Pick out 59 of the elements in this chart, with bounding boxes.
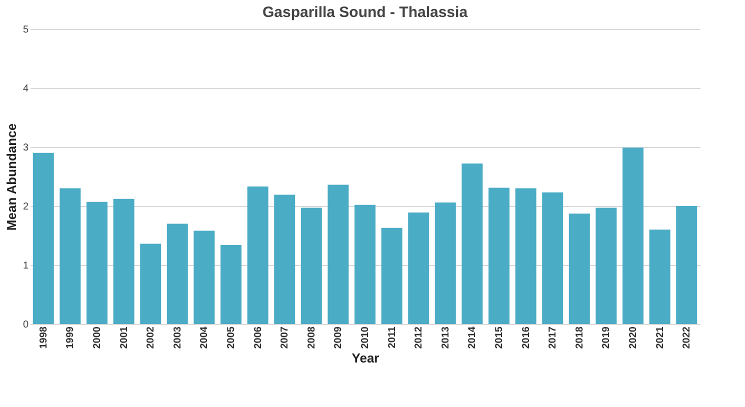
bar: [408, 212, 430, 324]
y-tick-label: 3: [22, 142, 29, 154]
x-tick-label: 2002: [146, 326, 157, 349]
x-tick-label: 2003: [172, 326, 184, 349]
bar: [247, 186, 268, 324]
bar: [381, 228, 402, 324]
bar: [434, 202, 456, 324]
x-tick-label: 2020: [628, 326, 639, 349]
x-tick-label: 2014: [467, 326, 478, 349]
bar: [220, 244, 242, 324]
bar: [328, 184, 349, 324]
y-tick-label: 4: [22, 84, 29, 94]
x-tick-label: 2011: [386, 326, 398, 348]
x-tick-label: 2010: [360, 326, 371, 349]
y-tick-label: 5: [22, 24, 29, 36]
x-tick-label: 2006: [252, 326, 264, 349]
x-tick-label: 2021: [654, 326, 666, 349]
x-tick-label: 2001: [118, 326, 130, 349]
x-tick-label: 2005: [226, 326, 237, 349]
y-tick-label: 2: [22, 202, 29, 212]
bar: [596, 208, 617, 324]
x-axis-title: Year: [352, 350, 380, 366]
x-tick-label: 2015: [494, 326, 505, 349]
x-tick-label: 2017: [548, 326, 559, 349]
bar: [542, 192, 564, 324]
x-tick-label: 2022: [682, 326, 693, 349]
x-tick-label: 2012: [414, 326, 425, 349]
x-tick-label: 2008: [306, 326, 318, 349]
bar: [622, 148, 644, 324]
x-tick-label: 2000: [92, 326, 103, 349]
y-axis-title: Mean Abundance: [4, 123, 19, 231]
bar: [166, 224, 188, 324]
x-tick-label: 2009: [333, 326, 344, 349]
y-tick-label: 1: [22, 260, 29, 272]
bar: [194, 230, 215, 324]
y-tick-label: 0: [22, 320, 29, 330]
x-tick-label: 1998: [38, 326, 50, 349]
bar: [649, 230, 670, 324]
bar: [32, 152, 54, 324]
bar: [300, 208, 322, 324]
bar: [86, 202, 108, 324]
bar: [488, 188, 510, 324]
chart-title: Gasparilla Sound - Thalassia: [262, 4, 468, 21]
x-tick-label: 2016: [520, 326, 532, 349]
x-tick-label: 2004: [199, 326, 210, 349]
x-tick-label: 1999: [65, 326, 76, 349]
bar: [274, 194, 296, 324]
x-tick-label: 2013: [440, 326, 452, 349]
x-tick-label: 2007: [280, 326, 291, 349]
bar: [515, 188, 536, 324]
x-tick-label: 2018: [574, 326, 586, 349]
bar: [676, 206, 698, 324]
bar: [140, 244, 162, 324]
bar: [462, 164, 483, 324]
x-tick-label: 2019: [601, 326, 612, 349]
bar: [354, 204, 376, 324]
bar: [113, 198, 134, 324]
bar: [568, 214, 590, 324]
bar: [60, 188, 81, 324]
